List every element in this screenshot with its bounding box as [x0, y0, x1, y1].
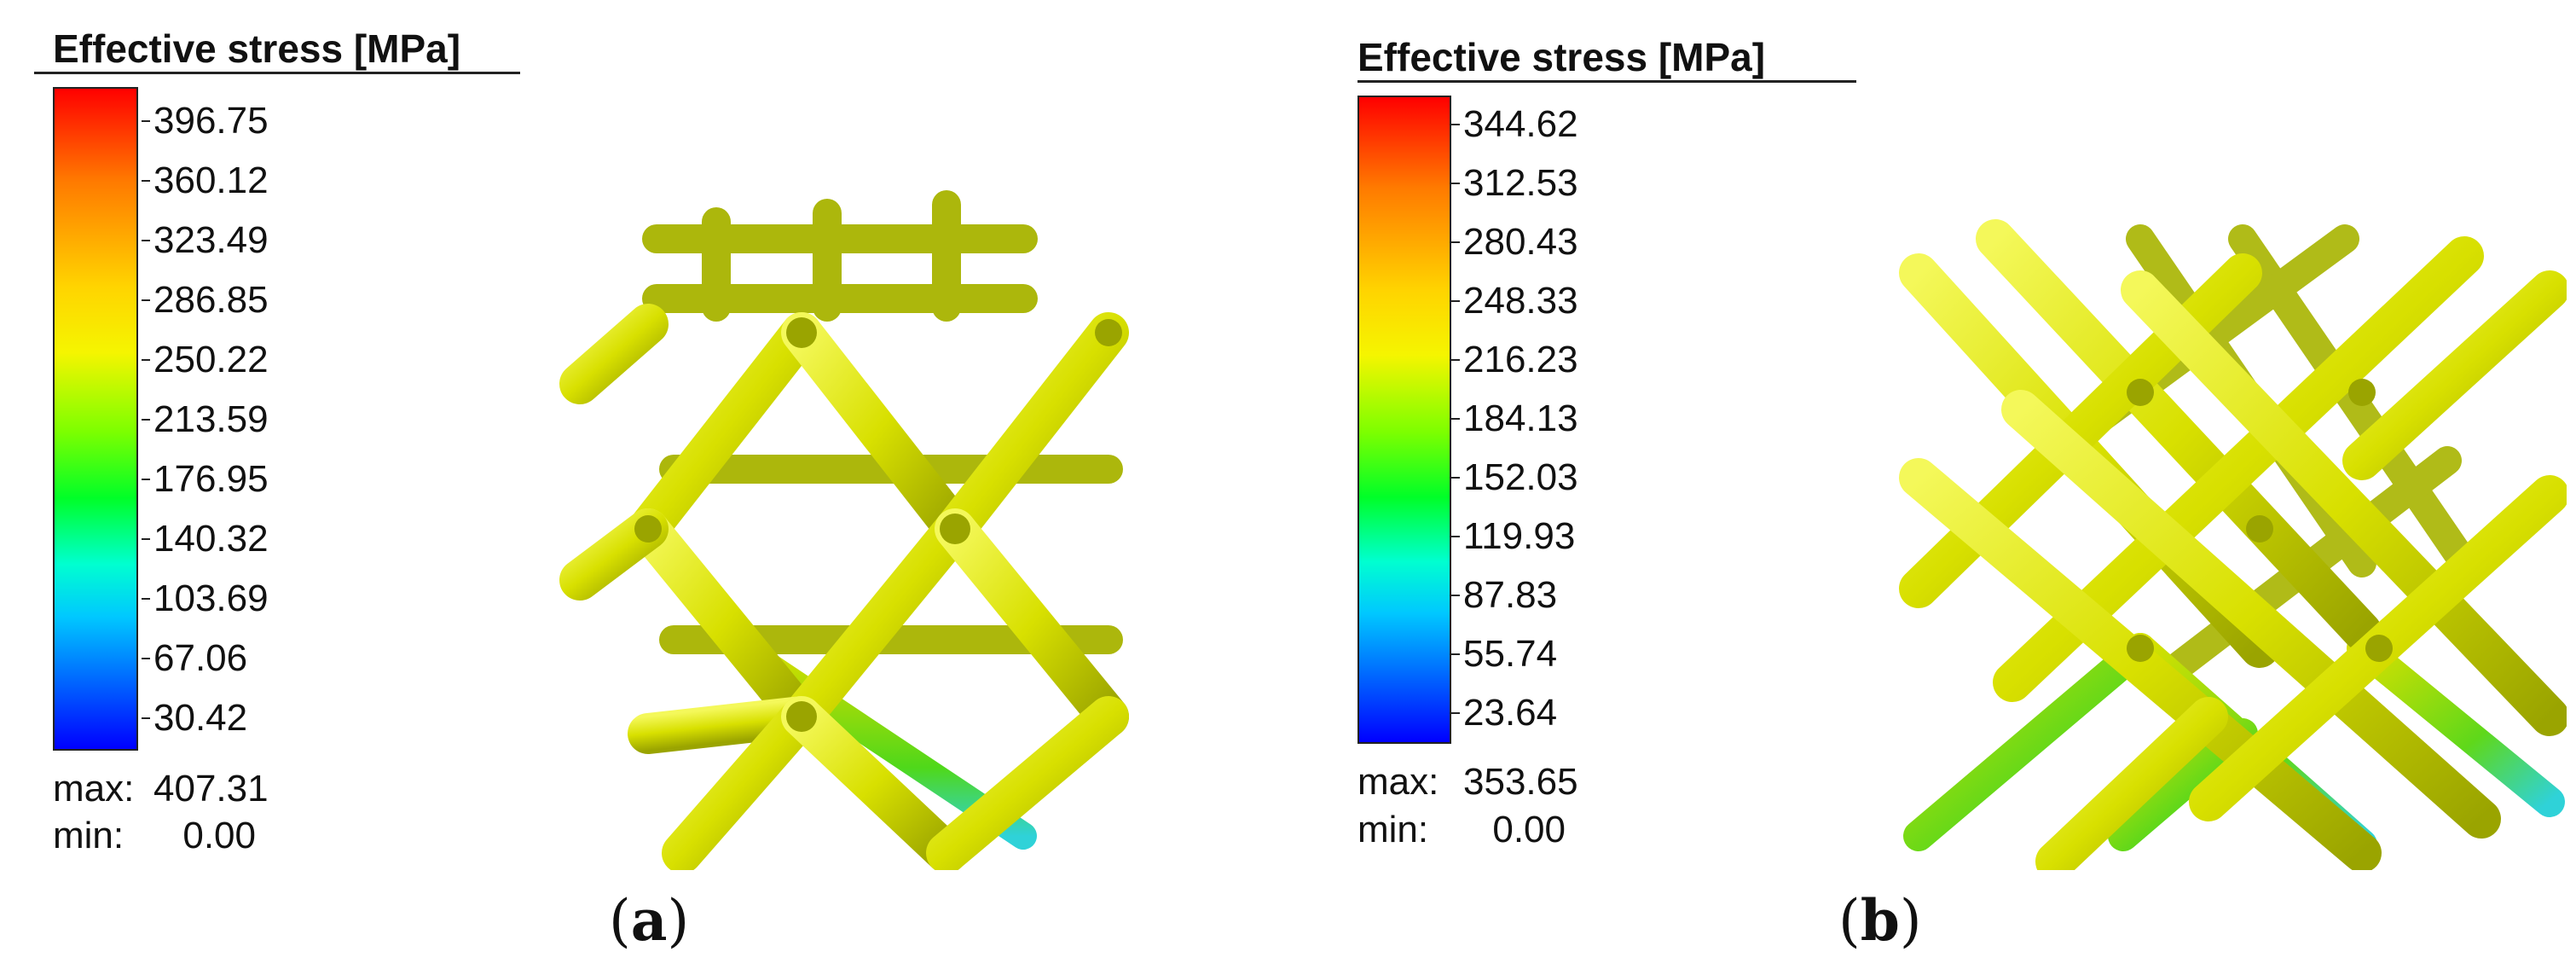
legend-title: Effective stress [MPa] — [53, 26, 461, 71]
colorbar-tick-label: 280.43 — [1451, 221, 1578, 263]
colorbar-tick-label: 103.69 — [142, 577, 269, 619]
stress-colorbar — [53, 87, 138, 751]
legend-rule — [1357, 80, 1856, 83]
panel-a: Effective stress [MPa] 396.75 360.12 323… — [34, 26, 1161, 954]
colorbar-tick-label: 286.85 — [142, 279, 269, 321]
colorbar-tick-label: 67.06 — [141, 637, 248, 679]
max-value: 407.31 — [153, 768, 269, 810]
colorbar-tick-label: 55.74 — [1450, 633, 1558, 675]
panel-label-b: (b) — [1838, 887, 1922, 954]
stress-colorbar — [1357, 96, 1451, 744]
colorbar-tick-label: 213.59 — [142, 398, 269, 440]
legend-rule — [34, 72, 520, 74]
min-value: 0.00 — [1492, 809, 1566, 850]
colorbar-tick-label: 344.62 — [1451, 103, 1578, 145]
lattice-nodes — [2127, 379, 2393, 662]
legend-title: Effective stress [MPa] — [1357, 35, 1766, 79]
colorbar-tick-label: 323.49 — [142, 219, 269, 261]
colorbar-tick-label: 152.03 — [1451, 456, 1578, 498]
max-label: max: — [53, 768, 135, 810]
max-value: 353.65 — [1463, 761, 1578, 803]
colorbar-tick-label: 250.22 — [142, 339, 269, 380]
panel-label-a: (a) — [609, 887, 690, 954]
min-label: min: — [1357, 809, 1429, 850]
colorbar-tick-label: 216.23 — [1451, 339, 1578, 380]
colorbar-tick-label: 248.33 — [1451, 280, 1578, 322]
colorbar-tick-label: 396.75 — [142, 100, 269, 142]
lattice-diagonal-struts — [559, 304, 1129, 870]
colorbar-tick-label: 140.32 — [142, 518, 269, 560]
lattice-model-b — [1899, 219, 2567, 870]
colorbar-tick-label: 184.13 — [1451, 398, 1578, 439]
colorbar-tick-label: 312.53 — [1451, 162, 1578, 204]
min-value: 0.00 — [182, 815, 256, 856]
colorbar-tick-label: 360.12 — [142, 160, 269, 201]
lattice-nodes — [634, 317, 1122, 732]
colorbar-tick-label: 23.64 — [1450, 692, 1558, 734]
min-label: min: — [53, 815, 124, 856]
colorbar-tick-label: 30.42 — [141, 697, 248, 739]
panel-b: Effective stress [MPa] 344.62 312.53 280… — [1288, 0, 2575, 975]
lattice-diagonal-struts — [1899, 219, 2567, 870]
colorbar-tick-label: 119.93 — [1450, 515, 1576, 557]
max-label: max: — [1357, 761, 1439, 803]
colorbar-tick-label: 176.95 — [142, 458, 269, 500]
colorbar-tick-label: 87.83 — [1450, 574, 1558, 616]
lattice-model-a — [559, 190, 1161, 870]
